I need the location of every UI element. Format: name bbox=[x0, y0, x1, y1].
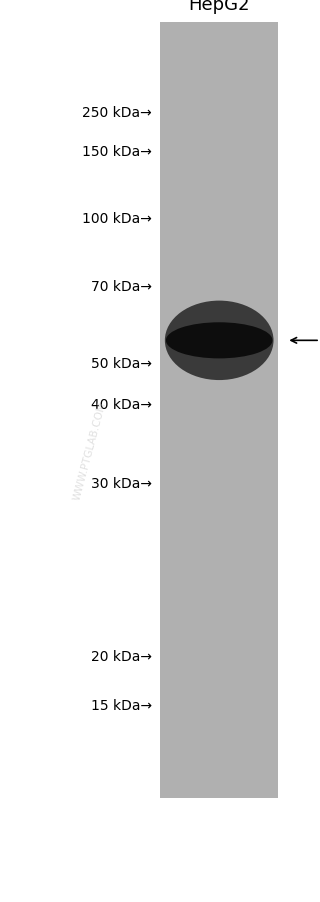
Text: 30 kDa→: 30 kDa→ bbox=[91, 476, 152, 491]
Text: 70 kDa→: 70 kDa→ bbox=[91, 280, 152, 294]
Text: WWW.PTGLAB.COM: WWW.PTGLAB.COM bbox=[72, 400, 108, 502]
Text: 150 kDa→: 150 kDa→ bbox=[82, 144, 152, 159]
Text: 15 kDa→: 15 kDa→ bbox=[91, 698, 152, 713]
Text: 40 kDa→: 40 kDa→ bbox=[91, 397, 152, 411]
Ellipse shape bbox=[166, 323, 273, 359]
Ellipse shape bbox=[165, 301, 274, 381]
Text: HepG2: HepG2 bbox=[188, 0, 250, 14]
Text: 20 kDa→: 20 kDa→ bbox=[91, 649, 152, 664]
Text: 250 kDa→: 250 kDa→ bbox=[82, 106, 152, 120]
Text: 100 kDa→: 100 kDa→ bbox=[82, 212, 152, 226]
Bar bbox=[160, 23, 278, 798]
Text: 50 kDa→: 50 kDa→ bbox=[91, 356, 152, 371]
